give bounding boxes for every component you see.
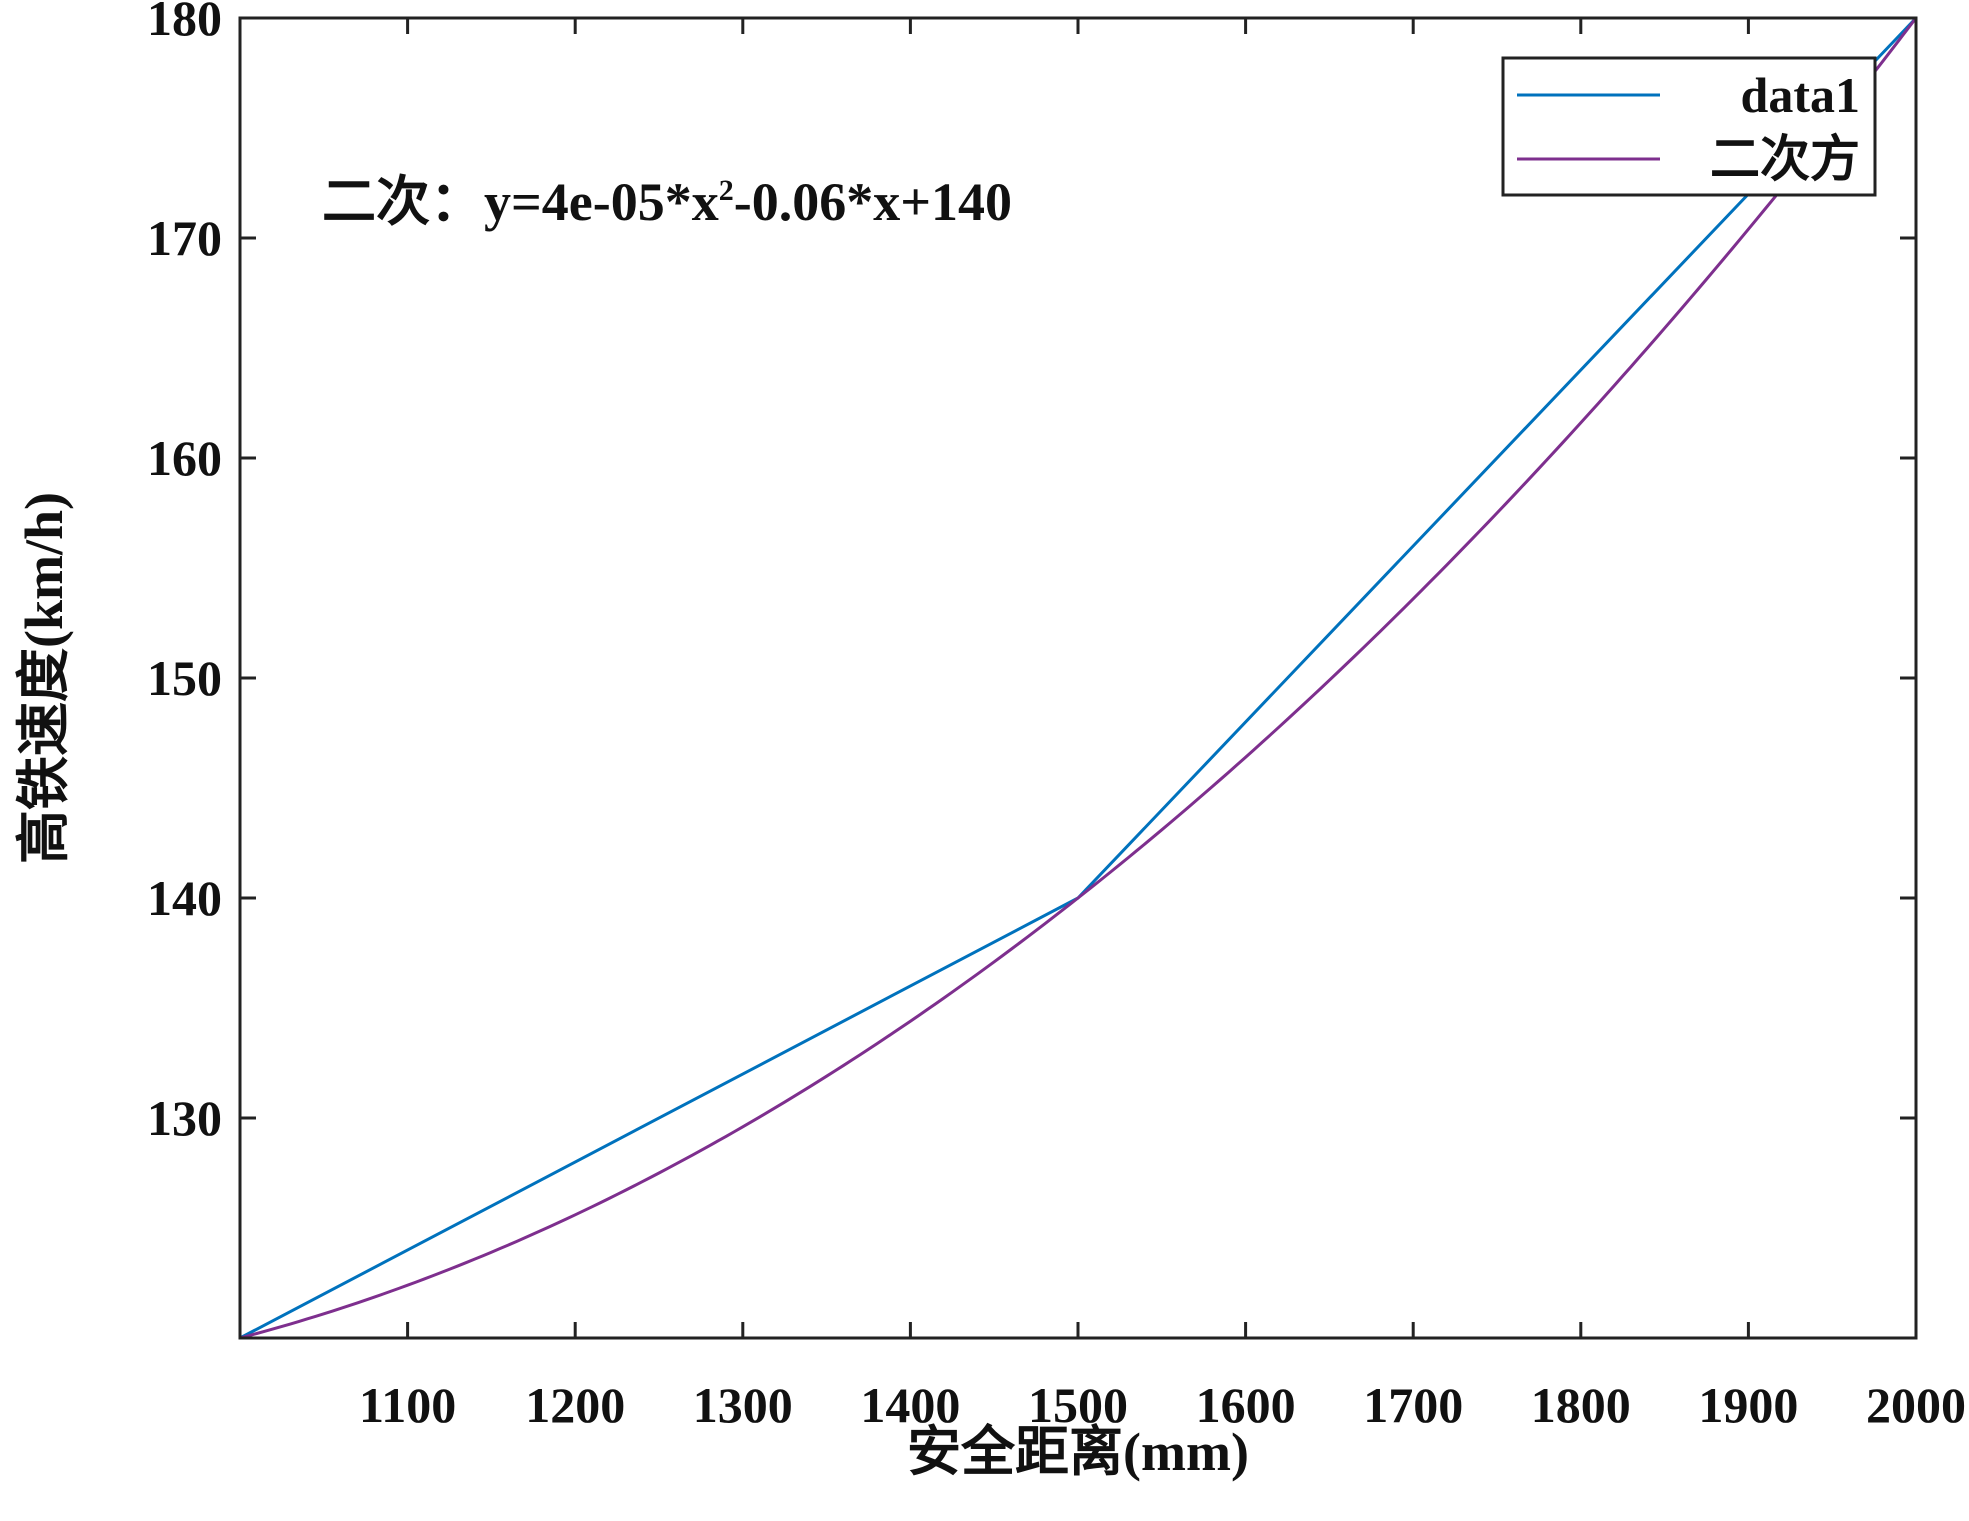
legend-label: data1 <box>1741 67 1860 123</box>
series-line-quadratic-fit <box>239 17 1918 1340</box>
x-tick-label: 1800 <box>1531 1377 1631 1433</box>
y-tick-label: 160 <box>147 430 222 486</box>
x-tick-label: 1700 <box>1363 1377 1463 1433</box>
x-tick-label: 1900 <box>1698 1377 1798 1433</box>
x-tick-label: 1100 <box>359 1377 456 1433</box>
legend-label: 二次方 <box>1710 131 1860 187</box>
y-tick-label: 150 <box>147 650 222 706</box>
x-tick-label: 1400 <box>860 1377 960 1433</box>
x-tick-label: 1200 <box>525 1377 625 1433</box>
y-tick-label: 180 <box>147 0 222 46</box>
y-tick-label: 170 <box>147 210 222 266</box>
x-tick-label: 1600 <box>1196 1377 1296 1433</box>
legend-box <box>1501 56 1877 197</box>
x-tick-label: 1500 <box>1028 1377 1128 1433</box>
series-layer <box>239 16 1918 1340</box>
y-tick-label: 130 <box>147 1090 222 1146</box>
ticks-layer: 1100 1200 1300 1400 1500 1600 1700 1800 1900 2000… <box>147 0 1966 1433</box>
legend: data1 二次方 <box>1501 56 1877 197</box>
x-tick-label: 1300 <box>693 1377 793 1433</box>
y-tick-label: 140 <box>147 870 222 926</box>
fit-equation-annotation: 二次：y=4e-05*x2-0.06*x+140 <box>322 172 1012 232</box>
x-tick-label: 2000 <box>1866 1377 1966 1433</box>
y-axis-label: 高铁速度(km/h) <box>14 492 74 864</box>
axes-box <box>238 16 1918 1340</box>
x-axis-label: 安全距离(mm) <box>907 1422 1249 1482</box>
